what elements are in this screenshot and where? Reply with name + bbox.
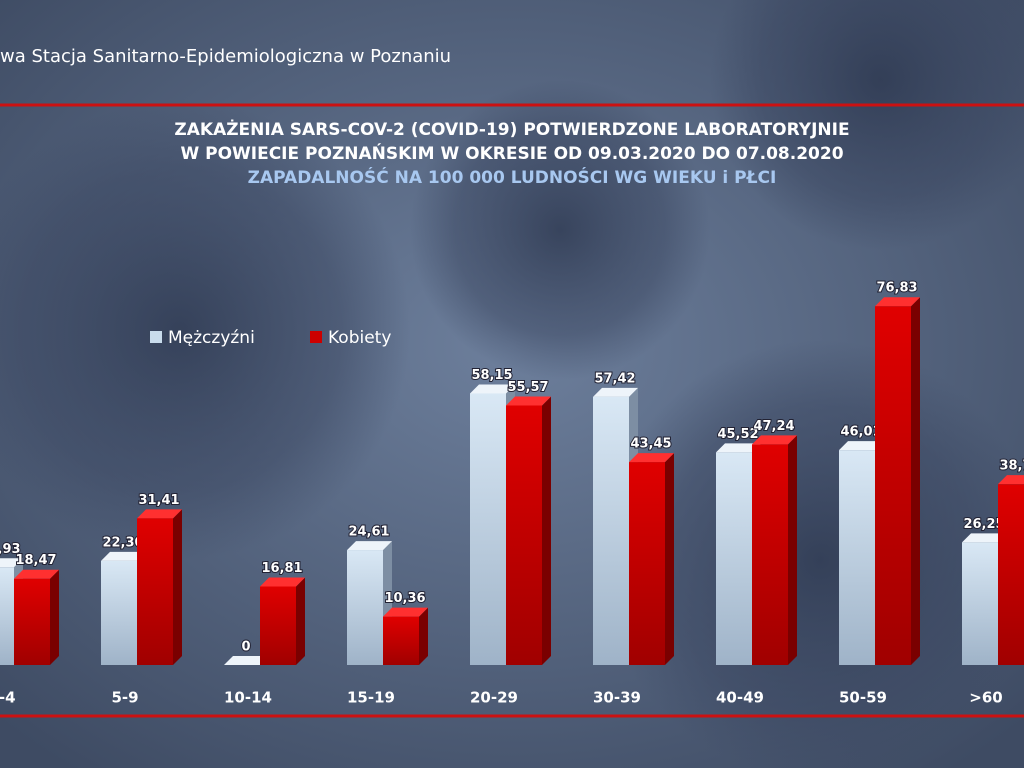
bar-top	[0, 558, 23, 568]
bar	[14, 578, 50, 665]
x-tick-label: 30-39	[593, 689, 641, 707]
value-label: 43,45	[630, 437, 671, 452]
legend-swatch	[310, 331, 322, 343]
bar	[506, 405, 542, 665]
bar	[752, 444, 788, 665]
bar	[962, 542, 998, 665]
legend-label: Mężczyźni	[168, 328, 255, 348]
bar-top	[347, 541, 392, 551]
legend-swatch	[150, 331, 162, 343]
value-label: 20,93	[0, 542, 21, 557]
bar	[101, 560, 137, 665]
x-tick-label: 10-14	[224, 689, 272, 707]
bar-top	[839, 441, 884, 451]
bar	[0, 567, 14, 665]
bar-top	[506, 396, 551, 406]
header: wa Stacja Sanitarno-Epidemiologiczna w P…	[0, 46, 451, 67]
bar-top	[998, 475, 1024, 485]
bar-side	[50, 569, 59, 665]
bar-side	[296, 577, 305, 665]
value-label: 46,01	[840, 425, 881, 440]
bar-top	[14, 569, 59, 579]
bar-top	[470, 384, 515, 394]
chart-title: W POWIECIE POZNAŃSKIM W OKRESIE OD 09.03…	[180, 142, 843, 164]
bar-side	[173, 509, 182, 665]
bar-top	[260, 577, 305, 587]
bar-top	[962, 533, 1007, 543]
bar-top	[593, 387, 638, 397]
bar-top	[383, 607, 428, 617]
bar-top	[875, 297, 920, 307]
bar-top	[137, 509, 182, 519]
bar-side	[542, 396, 551, 665]
bar-side	[911, 297, 920, 665]
x-tick-label: 20-29	[470, 689, 518, 707]
virus-bg	[0, 100, 410, 560]
bar	[470, 393, 506, 665]
bar	[137, 518, 173, 665]
bar	[260, 586, 296, 665]
virus-bg	[410, 80, 710, 380]
bar-side	[419, 607, 428, 665]
bar-side	[788, 435, 797, 665]
bar	[998, 484, 1024, 665]
bar-top	[716, 443, 761, 453]
bar	[629, 462, 665, 665]
chart-subtitle: ZAPADALNOŚĆ NA 100 000 LUDNOŚCI WG WIEKU…	[248, 166, 777, 188]
x-tick-label: 50-59	[839, 689, 887, 707]
value-label: 76,83	[876, 281, 917, 296]
bar-side	[665, 453, 674, 665]
value-label: 10,36	[384, 591, 425, 606]
bar	[875, 306, 911, 665]
value-label: 45,52	[717, 427, 758, 442]
bar-top	[629, 453, 674, 463]
bar-top	[101, 551, 146, 561]
x-tick-label: 0-4	[0, 689, 16, 707]
value-label: 16,81	[261, 561, 302, 576]
value-label: 47,24	[753, 419, 794, 434]
bar	[593, 396, 629, 665]
bar	[716, 452, 752, 665]
value-label: 24,61	[348, 525, 389, 540]
virus-bg	[710, 0, 1024, 250]
value-label: 58,15	[471, 368, 512, 383]
legend-label: Kobiety	[328, 328, 391, 348]
value-label: 22,30	[102, 535, 143, 550]
x-tick-label: 15-19	[347, 689, 395, 707]
chart-title: ZAKAŻENIA SARS-COV-2 (COVID-19) POTWIERD…	[174, 118, 849, 140]
value-label: 0	[241, 640, 250, 655]
bar	[839, 450, 875, 665]
bar-top	[224, 656, 269, 665]
bar	[383, 616, 419, 665]
bar	[347, 550, 383, 665]
value-label: 26,25	[963, 517, 1004, 532]
x-tick-label: >60	[969, 689, 1002, 707]
value-label: 38,72	[999, 459, 1024, 474]
x-tick-label: 40-49	[716, 689, 764, 707]
x-tick-label: 5-9	[111, 689, 138, 707]
value-label: 57,42	[594, 371, 635, 386]
value-label: 18,47	[15, 553, 56, 568]
value-label: 55,57	[507, 380, 548, 395]
bar-top	[752, 435, 797, 445]
value-label: 31,41	[138, 493, 179, 508]
